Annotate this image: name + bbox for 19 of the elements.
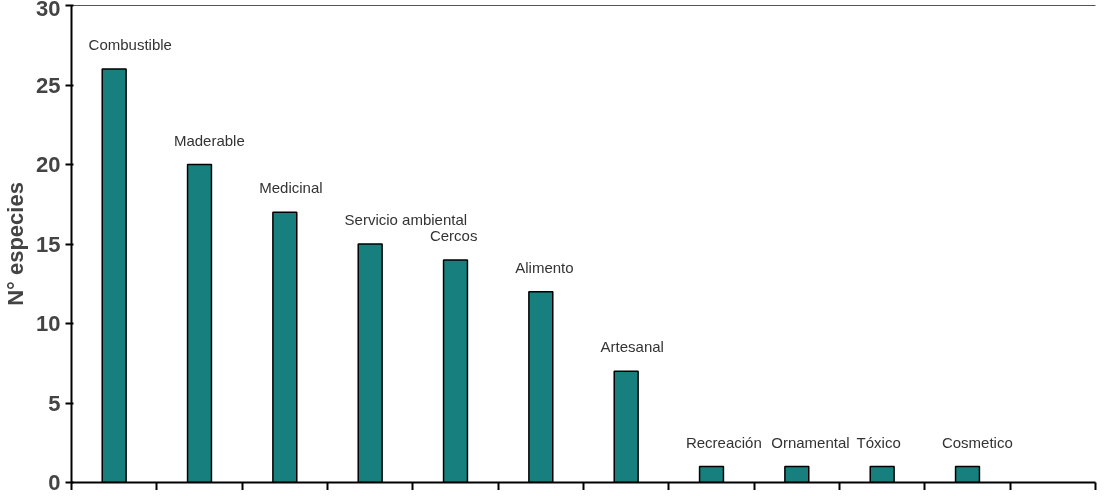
x-tick-label: Servicio ambiental — [344, 211, 468, 229]
x-tick-label: Tóxico — [856, 433, 901, 451]
x-tick-label: Maderable — [173, 131, 245, 149]
y-tick-label: 15 — [36, 231, 61, 257]
x-tick-label: Medicinal — [259, 179, 323, 197]
x-tick-label: Combustible — [88, 36, 172, 54]
x-tick-label: Recreación — [685, 433, 762, 451]
y-tick-label: 5 — [48, 390, 61, 416]
x-tick-label: Cosmetico — [941, 433, 1013, 451]
y-tick-label: 0 — [48, 470, 61, 495]
y-tick-label: 30 — [36, 0, 61, 21]
x-tick-label: Artesanal — [600, 338, 664, 356]
y-tick-label: 10 — [36, 311, 61, 336]
x-tick-label: Alimento — [515, 258, 574, 276]
y-tick-label: 25 — [36, 72, 61, 98]
x-tick-label: Ornamental — [771, 433, 850, 451]
y-tick-label: 20 — [36, 152, 61, 177]
y-axis-title: N° especies — [3, 182, 29, 306]
x-tick-label: Cercos — [429, 227, 478, 244]
